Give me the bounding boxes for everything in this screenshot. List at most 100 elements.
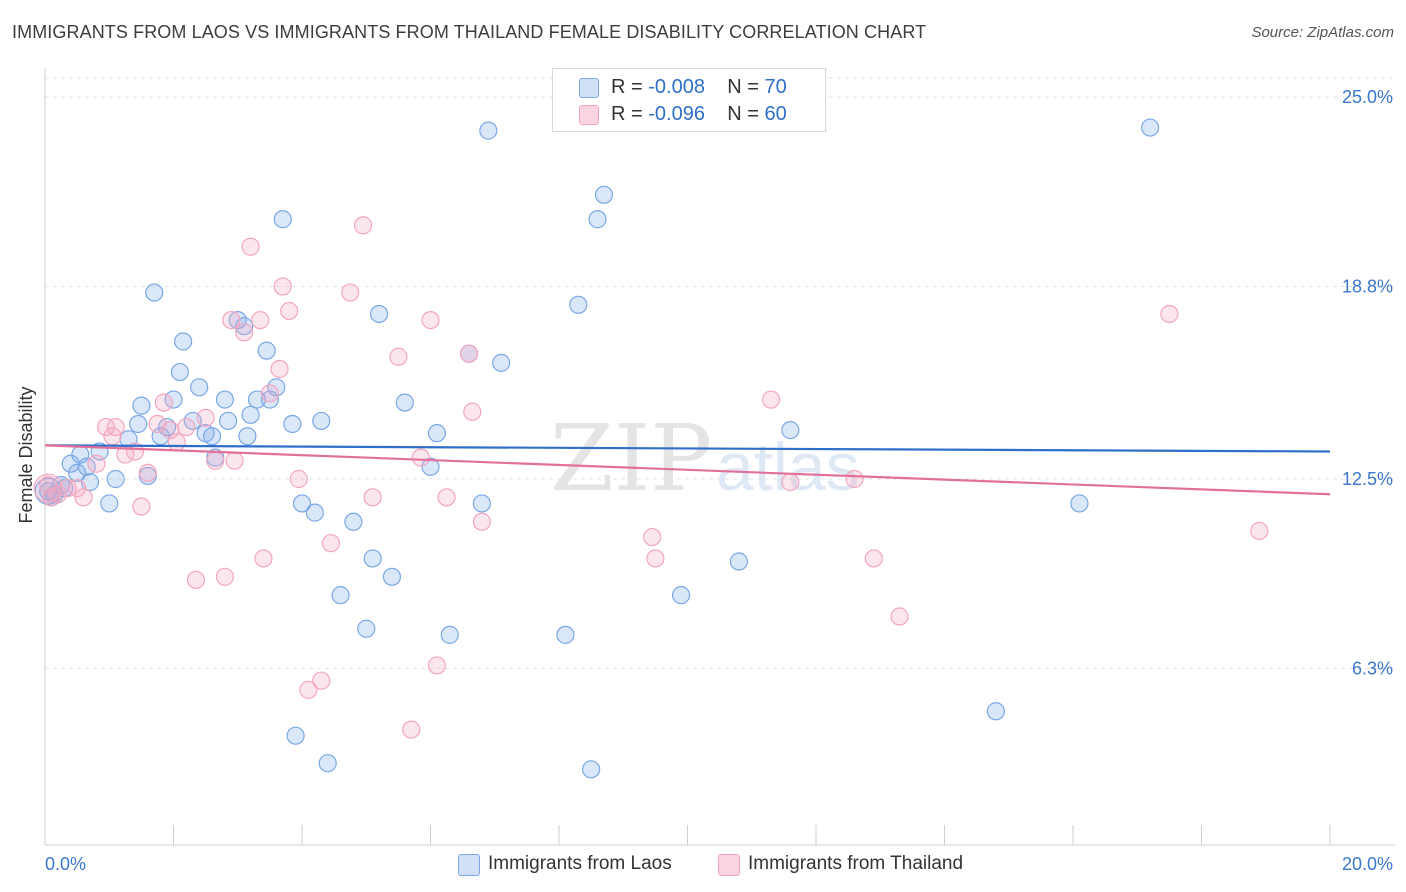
thailand-point-26 xyxy=(241,237,260,256)
r-value-laos: -0.008 xyxy=(648,76,705,98)
laos-point-42 xyxy=(305,503,324,522)
chart-title: IMMIGRANTS FROM LAOS VS IMMIGRANTS FROM … xyxy=(12,22,927,42)
y-tick-label-0: 6.3% xyxy=(1352,658,1393,678)
thailand-point-57 xyxy=(1250,521,1269,541)
laos-point-66 xyxy=(781,421,800,440)
thailand-point-42 xyxy=(411,448,430,467)
laos-point-29 xyxy=(219,411,238,431)
thailand-point-49 xyxy=(643,527,662,547)
thailand-point-52 xyxy=(781,472,800,492)
laos-point-60 xyxy=(569,295,588,314)
y-tick-labels: 6.3% 12.5% 18.8% 25.0% xyxy=(1342,87,1393,678)
thailand-point-44 xyxy=(427,656,447,675)
thailand-point-6 xyxy=(87,454,106,473)
thailand-point-53 xyxy=(845,469,864,489)
thailand-point-5 xyxy=(74,488,93,507)
thailand-point-3 xyxy=(58,479,77,498)
laos-point-21 xyxy=(170,362,190,382)
thailand-point-56 xyxy=(1160,304,1179,324)
thailand-point-48 xyxy=(472,512,491,531)
thailand-trend-line xyxy=(44,444,1331,496)
laos-point-43 xyxy=(312,411,331,431)
thailand-point-54 xyxy=(864,549,883,568)
thailand-point-41 xyxy=(402,720,421,739)
laos-point-58 xyxy=(492,353,511,372)
thailand-point-51 xyxy=(761,390,781,409)
x-tick-label-max: 20.0% xyxy=(1342,854,1393,874)
laos-point-67 xyxy=(986,702,1006,721)
thailand-point-55 xyxy=(890,607,909,626)
thailand-point-12 xyxy=(132,497,151,516)
n-value-thailand: 60 xyxy=(764,103,787,125)
thailand-swatch xyxy=(579,105,599,125)
x-tick-labels: 0.0% 20.0% xyxy=(45,854,1393,874)
laos-point-40 xyxy=(286,726,305,745)
thailand-point-32 xyxy=(280,301,299,321)
thailand-point-45 xyxy=(437,488,456,507)
thailand-point-23 xyxy=(222,310,241,330)
watermark-atlas: atlas xyxy=(716,429,860,505)
laos-point-64 xyxy=(671,586,691,605)
n-label-thailand: N = xyxy=(727,103,765,125)
legend-label-thailand: Immigrants from Thailand xyxy=(748,853,964,874)
laos-point-61 xyxy=(582,760,601,779)
laos-legend-swatch xyxy=(458,854,480,876)
r-value-thailand: -0.096 xyxy=(648,103,705,125)
n-value-laos: 70 xyxy=(764,76,787,98)
laos-point-17 xyxy=(145,283,164,302)
thailand-point-20 xyxy=(196,408,215,427)
laos-point-6 xyxy=(68,463,87,482)
series-laos-points xyxy=(34,118,1160,779)
laos-point-49 xyxy=(370,304,389,324)
thailand-point-33 xyxy=(289,469,308,489)
thailand-point-39 xyxy=(363,488,382,507)
thailand-point-21 xyxy=(206,451,225,470)
laos-point-39 xyxy=(283,414,302,434)
thailand-point-18 xyxy=(177,417,196,437)
laos-point-68 xyxy=(1070,494,1089,513)
thailand-point-13 xyxy=(138,463,157,482)
laos-point-28 xyxy=(215,390,234,409)
watermark: ZIP atlas xyxy=(550,405,860,512)
laos-point-69 xyxy=(1140,118,1160,137)
gridlines xyxy=(45,77,1395,669)
thailand-point-36 xyxy=(321,534,341,553)
thailand-point-27 xyxy=(251,310,270,330)
laos-point-45 xyxy=(331,586,350,605)
watermark-zip: ZIP xyxy=(550,405,712,512)
thailand-point-29 xyxy=(260,384,279,403)
thailand-point-40 xyxy=(389,347,408,366)
laos-point-32 xyxy=(238,427,257,446)
thailand-point-34 xyxy=(299,680,318,699)
thailand-point-19 xyxy=(186,570,206,589)
thailand-point-38 xyxy=(353,216,373,235)
laos-point-44 xyxy=(318,754,337,773)
laos-point-15 xyxy=(132,396,151,415)
source-label: Source: ZipAtlas.com xyxy=(1251,24,1394,41)
trend-lines xyxy=(44,444,1331,496)
laos-swatch xyxy=(579,78,599,98)
laos-point-63 xyxy=(594,185,614,204)
thailand-point-15 xyxy=(154,393,173,412)
thailand-point-24 xyxy=(225,451,244,470)
laos-point-50 xyxy=(382,567,402,586)
laos-point-12 xyxy=(106,469,125,489)
thailand-point-28 xyxy=(254,549,273,568)
thailand-point-25 xyxy=(235,323,254,342)
laos-point-41 xyxy=(292,494,312,513)
thailand-point-43 xyxy=(421,310,440,330)
laos-point-35 xyxy=(257,341,276,360)
laos-point-24 xyxy=(190,378,209,397)
thailand-point-22 xyxy=(215,567,234,586)
laos-point-22 xyxy=(174,332,193,351)
laos-point-59 xyxy=(556,625,575,644)
laos-point-11 xyxy=(100,494,119,513)
thailand-point-7 xyxy=(96,417,116,437)
r-label-laos: R = xyxy=(611,76,643,98)
series-thailand-points xyxy=(33,216,1269,739)
laos-point-51 xyxy=(395,393,414,412)
thailand-point-4 xyxy=(68,479,87,498)
thailand-point-31 xyxy=(273,277,292,296)
x-tick-label-min: 0.0% xyxy=(45,854,86,874)
